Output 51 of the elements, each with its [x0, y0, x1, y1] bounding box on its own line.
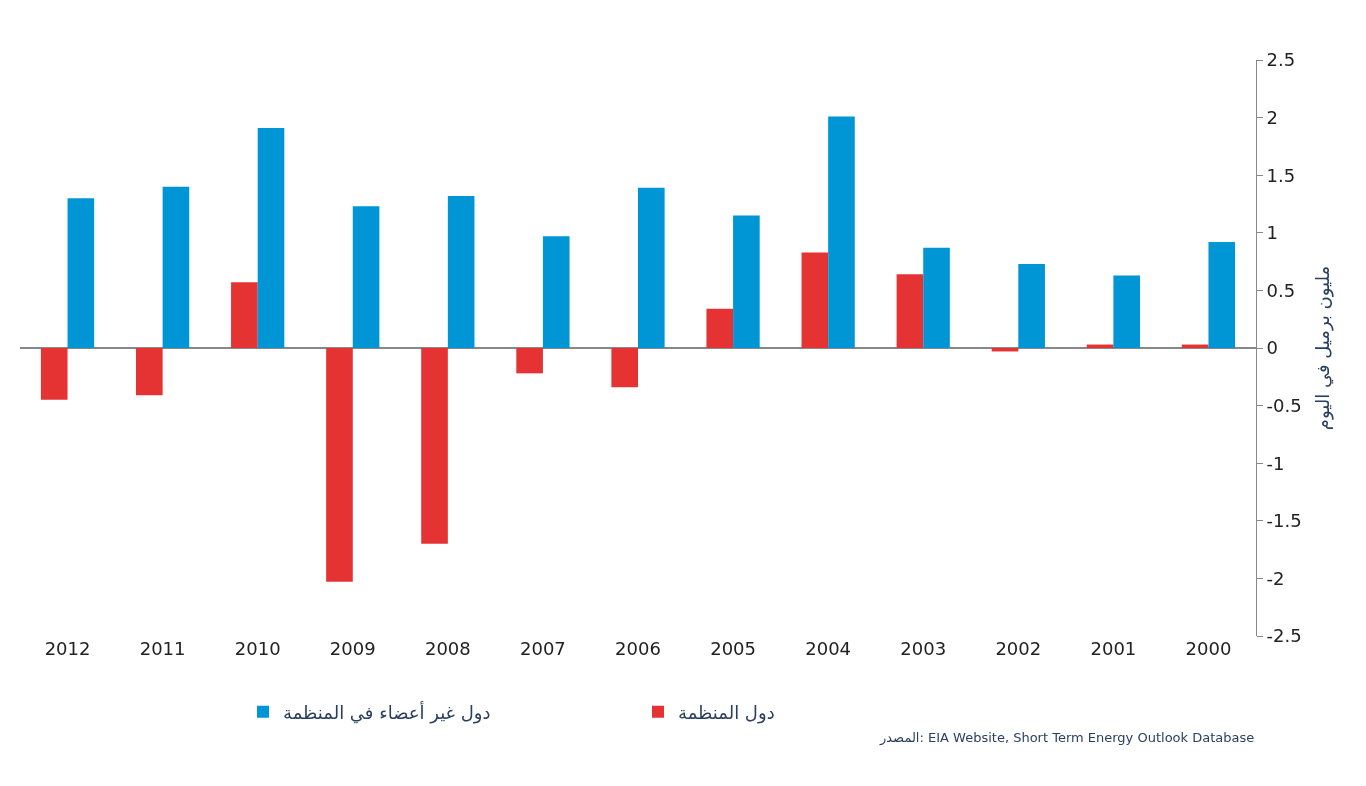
- x-tick-label: 2012: [44, 638, 91, 659]
- y-tick-label: 2: [1266, 106, 1279, 128]
- bar: [1018, 263, 1045, 348]
- bar: [828, 116, 855, 348]
- x-tick-label: 2009: [329, 638, 376, 659]
- bar: [706, 308, 734, 348]
- bar: [352, 206, 380, 348]
- bar: [516, 348, 543, 374]
- bar: [896, 274, 924, 348]
- bar: [326, 348, 353, 582]
- y-tick-label: 2.5: [1266, 49, 1296, 71]
- bar: [923, 247, 950, 348]
- bar: [67, 198, 95, 348]
- bar: [231, 282, 258, 348]
- x-tick-label: 2004: [805, 638, 852, 659]
- y-tick-label: 1.5: [1266, 164, 1296, 186]
- x-tick-label: 2001: [1090, 638, 1137, 659]
- bar: [162, 186, 190, 348]
- y-tick-label: -1: [1266, 452, 1285, 474]
- x-tick-label: 2005: [710, 638, 756, 659]
- bar: [638, 187, 665, 348]
- x-tick-label: 2003: [900, 638, 947, 659]
- y-tick-label: -1.5: [1266, 510, 1302, 532]
- bar: [611, 348, 638, 388]
- bar: [801, 252, 829, 348]
- legend-label: دول المنظمة: [678, 701, 775, 724]
- y-tick-label: 0.5: [1266, 279, 1296, 301]
- x-tick-label: 2010: [234, 638, 281, 659]
- bar: [257, 127, 285, 348]
- bar: [542, 236, 570, 348]
- bar: [733, 215, 760, 348]
- text: المصدر: EIA Website, Short Term Energy Outlook Database: [879, 730, 1255, 746]
- y-axis-title: مليون برميل في اليوم: [1311, 265, 1334, 431]
- x-tick-label: 2008: [424, 638, 471, 659]
- bar: [447, 195, 475, 348]
- bar: [1208, 242, 1236, 348]
- bar: [135, 348, 163, 396]
- y-tick-label: 0: [1266, 337, 1279, 359]
- y-tick-label: -2.5: [1266, 625, 1302, 647]
- y-tick-label: -2: [1266, 567, 1285, 589]
- bar: [40, 348, 68, 400]
- x-tick-label: 2007: [520, 638, 566, 659]
- y-tick-label: -0.5: [1266, 394, 1302, 416]
- y-tick-label: 1: [1266, 222, 1279, 244]
- bar: [1113, 275, 1141, 348]
- legend-label: دول غير أعضاء في المنظمة: [283, 700, 491, 724]
- x-tick-label: 2006: [615, 638, 661, 659]
- x-tick-label: 2000: [1185, 638, 1232, 659]
- x-tick-label: 2002: [995, 638, 1042, 659]
- bar: [421, 348, 448, 544]
- x-tick-label: 2011: [139, 638, 186, 659]
